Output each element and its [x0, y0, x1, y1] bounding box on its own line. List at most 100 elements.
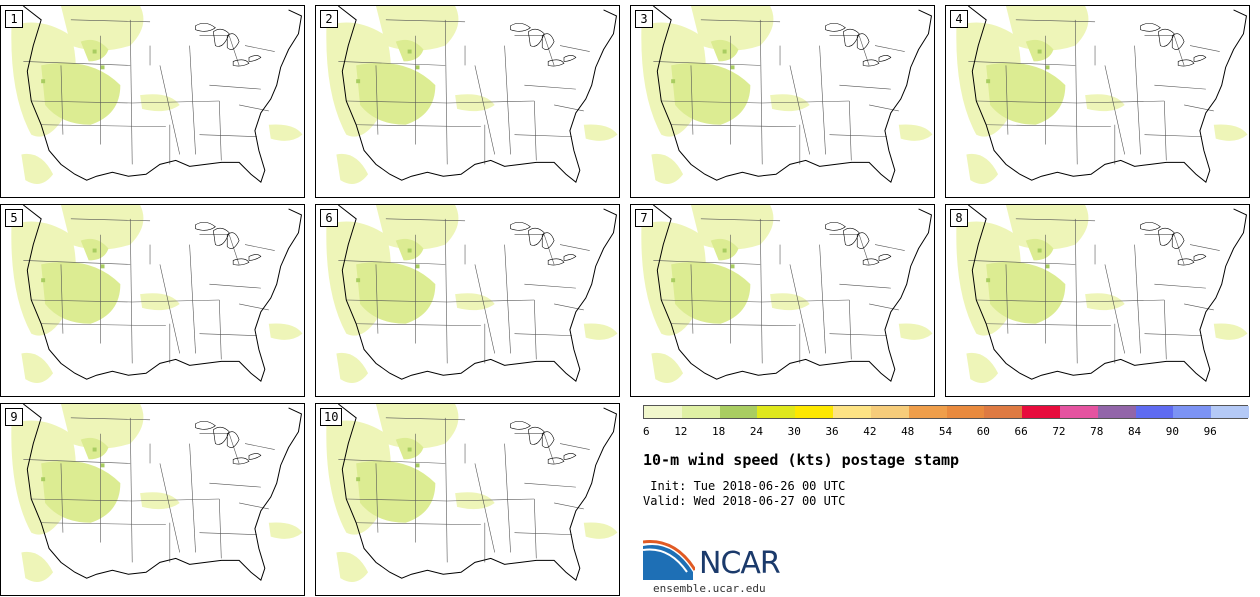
legend-swatch	[719, 406, 758, 418]
state-boundary	[70, 218, 151, 222]
member-map-panel[interactable]: 6	[315, 204, 620, 397]
member-map-panel[interactable]: 4	[945, 5, 1250, 198]
state-boundary	[31, 299, 133, 303]
state-boundary	[1077, 100, 1165, 104]
state-boundary	[829, 234, 870, 265]
wind-speed-area	[1005, 205, 1089, 250]
state-boundary	[1015, 19, 1096, 23]
member-map-panel[interactable]: 2	[315, 5, 620, 198]
great-lake	[825, 22, 846, 32]
wind-speed-area	[41, 278, 46, 283]
legend-swatch	[946, 406, 985, 418]
member-number-label: 3	[635, 10, 653, 28]
member-number-label: 6	[320, 209, 338, 227]
great-lake	[213, 28, 230, 47]
wind-speed-area	[1085, 293, 1125, 311]
great-lake	[843, 28, 860, 47]
member-number-label: 1	[5, 10, 23, 28]
great-lake	[232, 59, 250, 67]
legend-tick-label: 30	[787, 425, 801, 438]
member-map-panel[interactable]: 10	[315, 403, 620, 596]
state-boundary	[219, 100, 222, 161]
member-map-panel[interactable]: 8	[945, 204, 1250, 397]
wind-speed-map	[11, 6, 303, 184]
wind-speed-area	[21, 551, 54, 582]
state-boundary	[60, 65, 64, 135]
member-number-label: 8	[950, 209, 968, 227]
great-lake	[232, 457, 250, 465]
product-title: 10-m wind speed (kts) postage stamp	[643, 451, 960, 469]
state-boundary	[60, 264, 64, 334]
state-boundary	[534, 498, 537, 559]
coastline	[338, 404, 617, 581]
member-map-panel[interactable]: 3	[630, 5, 935, 198]
state-boundary	[447, 299, 535, 303]
state-boundary	[554, 104, 584, 112]
great-lake	[1171, 33, 1185, 50]
wind-speed-area	[140, 293, 180, 311]
legend-swatch	[795, 406, 834, 418]
legend-swatch	[833, 406, 872, 418]
state-boundary	[976, 299, 1078, 303]
init-time: Init: Tue 2018-06-26 00 UTC	[643, 479, 846, 493]
wind-speed-area	[407, 447, 412, 452]
state-boundary	[1184, 303, 1214, 311]
legend-tick-label: 72	[1052, 425, 1066, 438]
state-boundary	[554, 502, 584, 510]
state-boundary	[132, 100, 220, 104]
state-boundary	[385, 19, 466, 23]
wind-speed-area	[671, 278, 676, 283]
wind-speed-area	[722, 49, 727, 54]
state-boundary	[514, 35, 555, 66]
state-boundary	[1164, 299, 1167, 360]
great-lake	[547, 457, 565, 465]
state-boundary	[375, 65, 379, 135]
great-lake	[825, 221, 846, 231]
state-boundary	[1189, 244, 1220, 251]
member-map-panel[interactable]: 7	[630, 204, 935, 397]
state-boundary	[524, 84, 576, 90]
member-map-panel[interactable]: 9	[0, 403, 305, 596]
state-boundary	[514, 532, 572, 535]
great-lake	[878, 55, 892, 62]
state-boundary	[474, 65, 496, 155]
state-boundary	[1005, 65, 1009, 135]
state-boundary	[514, 433, 555, 464]
great-lake	[1158, 227, 1175, 246]
site-url[interactable]: ensemble.ucar.edu	[653, 582, 766, 595]
state-boundary	[129, 19, 133, 165]
state-boundary	[199, 433, 240, 464]
state-boundary	[829, 35, 870, 66]
state-boundary	[244, 443, 275, 450]
state-boundary	[869, 104, 899, 112]
wind-speed-area	[986, 278, 991, 283]
state-boundary	[1074, 19, 1078, 165]
state-boundary	[869, 303, 899, 311]
ncar-swoosh-icon	[642, 540, 697, 580]
state-boundary	[41, 522, 166, 526]
wind-speed-area	[966, 352, 999, 383]
wind-speed-area	[966, 153, 999, 184]
wind-speed-area	[770, 293, 810, 311]
great-lake	[563, 55, 577, 62]
state-boundary	[239, 502, 269, 510]
coastline	[968, 205, 1247, 382]
member-map-panel[interactable]: 5	[0, 204, 305, 397]
state-boundary	[239, 104, 269, 112]
state-boundary	[819, 45, 826, 155]
great-lake	[226, 232, 240, 249]
great-lake	[1177, 59, 1195, 67]
state-boundary	[189, 45, 196, 155]
legend-tick-label: 96	[1203, 425, 1217, 438]
wind-speed-area	[455, 94, 495, 112]
great-lake	[248, 254, 262, 261]
wind-speed-area	[268, 124, 303, 141]
member-map-panel[interactable]: 1	[0, 5, 305, 198]
wind-speed-map	[326, 404, 618, 582]
legend-tick-label: 36	[825, 425, 839, 438]
state-boundary	[759, 218, 763, 364]
state-boundary	[159, 463, 181, 553]
great-lake	[878, 254, 892, 261]
wind-speed-area	[356, 477, 361, 482]
state-boundary	[447, 100, 535, 104]
